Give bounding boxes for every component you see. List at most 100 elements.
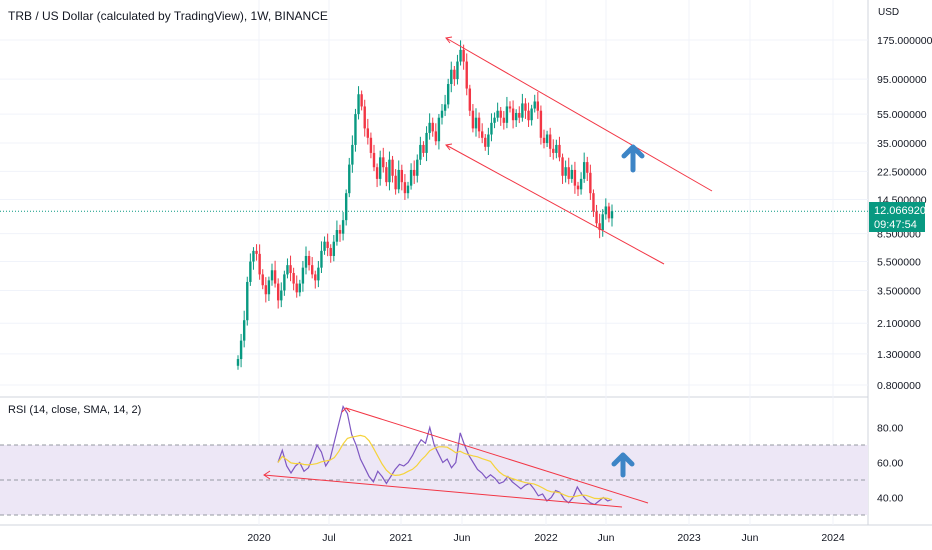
candle	[378, 150, 382, 186]
candle-body	[261, 274, 264, 286]
rsi-trendline-arrowhead	[263, 470, 271, 480]
candle-body	[286, 265, 289, 275]
candle	[431, 117, 434, 137]
candle-body	[283, 274, 286, 291]
candle-body	[304, 255, 308, 268]
candle-body	[360, 94, 363, 107]
candle-body	[511, 108, 515, 121]
rsi-tick-label: 80.00	[877, 423, 903, 435]
candle	[598, 213, 601, 239]
candle-body	[242, 320, 246, 341]
candle-body	[397, 169, 400, 190]
candle	[576, 181, 580, 197]
candle	[255, 244, 258, 261]
candle	[508, 101, 512, 113]
candle	[252, 247, 255, 270]
candle	[249, 253, 252, 286]
candle-body	[264, 285, 268, 295]
candle-body	[595, 211, 598, 224]
candle-body	[462, 49, 465, 62]
candle	[372, 144, 376, 172]
candle	[505, 96, 509, 129]
candle	[317, 260, 320, 288]
time-tick-label: Jun	[742, 532, 759, 544]
candle-body	[539, 110, 543, 138]
candle-body	[431, 122, 434, 132]
candle-body	[468, 88, 472, 111]
candle-body	[332, 241, 336, 256]
price-tick-label: 2.100000	[877, 318, 921, 330]
candle	[329, 244, 332, 263]
candle-body	[422, 144, 425, 153]
candle	[490, 113, 493, 142]
candle-body	[323, 241, 326, 251]
candle-body	[375, 167, 379, 179]
candle	[582, 152, 586, 183]
candle-body	[409, 169, 413, 186]
candle	[425, 126, 428, 162]
candle-body	[437, 117, 441, 142]
time-axis[interactable]: 2020 Jul 2021 Jun 2022 Jun 2023 Jun 2024	[247, 532, 845, 544]
candle-body	[477, 117, 481, 132]
candle	[403, 174, 407, 200]
price-tick-label: 35.000000	[877, 138, 927, 150]
up-arrows	[611, 144, 645, 478]
candle	[419, 136, 422, 166]
rsi-ma-line	[277, 434, 613, 501]
candle	[573, 161, 577, 194]
rsi-axis[interactable]: 80.00 60.00 40.00	[877, 423, 903, 505]
channel-upper-arrowhead	[445, 36, 453, 44]
rsi-title: RSI (14, close, SMA, 14, 2)	[8, 404, 142, 416]
candle	[533, 94, 536, 113]
candle	[348, 157, 351, 198]
candle-body	[521, 103, 524, 118]
candle	[375, 163, 379, 188]
candle	[555, 139, 558, 159]
candle-body	[490, 122, 493, 135]
price-tick-label: 1.300000	[877, 349, 921, 361]
candle	[394, 169, 397, 195]
candle-body	[471, 110, 475, 129]
candle-body	[533, 101, 536, 109]
candle	[323, 236, 326, 255]
time-tick-label: Jul	[322, 532, 335, 544]
candle-body	[604, 206, 608, 215]
candle-body	[607, 206, 611, 219]
candle-body	[289, 265, 292, 273]
candle	[382, 147, 385, 173]
rsi-trendline-lower	[263, 474, 623, 508]
candle	[567, 157, 570, 185]
candle-body	[363, 106, 366, 129]
candle-body	[341, 220, 345, 234]
candle-body	[329, 247, 332, 256]
candle	[304, 246, 308, 275]
candle	[344, 189, 348, 226]
candle-body	[573, 169, 577, 186]
candle	[400, 164, 404, 191]
arrow-head	[611, 452, 635, 467]
candle	[341, 212, 345, 241]
time-tick-label: 2022	[534, 532, 558, 544]
last-price-tag: 12.066920 09:47:54	[869, 202, 926, 232]
candle	[261, 269, 264, 290]
candle	[496, 102, 499, 122]
candle	[465, 53, 468, 96]
candle-body	[252, 250, 255, 262]
candle	[601, 209, 604, 237]
candle-body	[394, 175, 397, 190]
candle-body	[276, 283, 280, 301]
trend-channel	[445, 36, 713, 265]
candle	[545, 130, 549, 148]
time-tick-label: Jun	[454, 532, 471, 544]
price-tick-label: 55.000000	[877, 109, 927, 121]
up-arrow-icon	[621, 144, 645, 173]
candle-body	[267, 280, 271, 295]
candle	[280, 282, 283, 308]
candle	[366, 118, 370, 145]
candle	[548, 127, 552, 157]
candle-body	[249, 261, 252, 282]
candle-body	[459, 49, 462, 62]
candle	[558, 136, 561, 162]
candle	[462, 44, 465, 70]
candle-body	[307, 255, 311, 266]
